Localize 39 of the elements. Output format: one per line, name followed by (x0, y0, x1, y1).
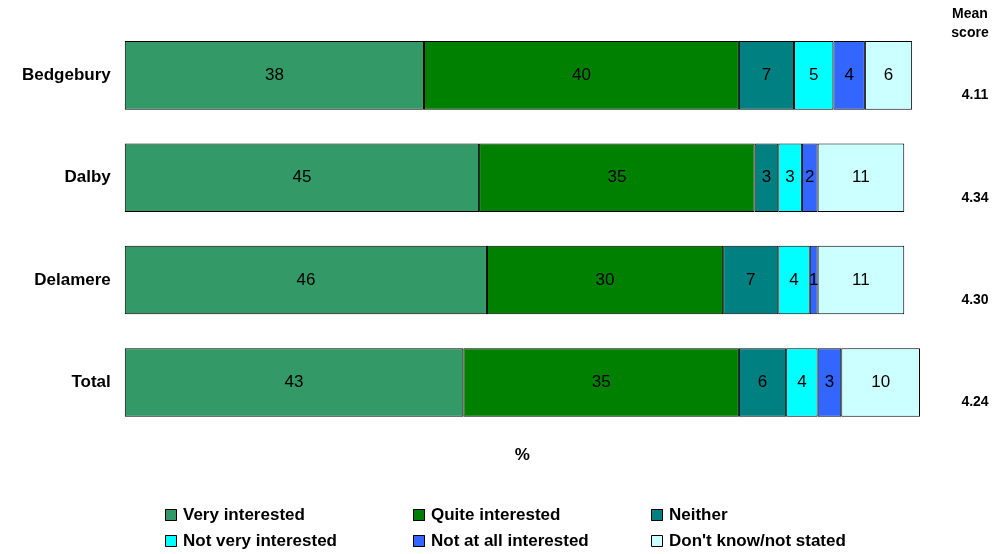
text: 4.34 (961, 188, 989, 205)
data-label: 3 (824, 372, 835, 392)
data-label: 40 (571, 65, 591, 85)
data-label: 4 (844, 65, 854, 85)
legend-label: Don't know/not stated (669, 530, 846, 550)
y-tick-label: Dalby (64, 167, 112, 187)
legend-label: Neither (669, 504, 728, 524)
data-label: 11 (852, 269, 870, 289)
data-label: 3 (761, 167, 772, 187)
text: Mean score (951, 4, 989, 40)
data-label: 45 (292, 167, 312, 187)
text: 4.24 (961, 393, 989, 410)
y-tick-label: Total (71, 372, 111, 392)
legend-label: Quite interested (431, 504, 561, 524)
data-label: 6 (883, 65, 894, 85)
x-axis-title: % (514, 445, 530, 465)
y-tick-label: Delamere (34, 269, 111, 289)
data-label: 35 (591, 372, 611, 392)
legend-label: Not very interested (183, 530, 337, 550)
data-label: 7 (745, 269, 756, 289)
data-label: 10 (871, 372, 891, 392)
data-label: 11 (852, 167, 870, 187)
data-label: 6 (757, 372, 768, 392)
data-label: 4 (789, 269, 799, 289)
data-label: 2 (805, 167, 815, 187)
data-label: 5 (808, 65, 819, 85)
data-label: 3 (785, 167, 795, 187)
data-label: 30 (595, 269, 615, 289)
legend-label: Not at all interested (431, 530, 589, 550)
data-label: 4 (797, 372, 807, 392)
text: 4.30 (961, 290, 989, 307)
data-label: 46 (296, 269, 316, 289)
legend-label: Very interested (183, 504, 305, 524)
data-label: 7 (761, 65, 772, 85)
data-label: 35 (607, 167, 627, 187)
data-label: 43 (284, 372, 304, 392)
data-label: 38 (264, 65, 284, 85)
y-tick-label: Bedgebury (22, 65, 112, 85)
text: 4.11 (961, 86, 989, 103)
